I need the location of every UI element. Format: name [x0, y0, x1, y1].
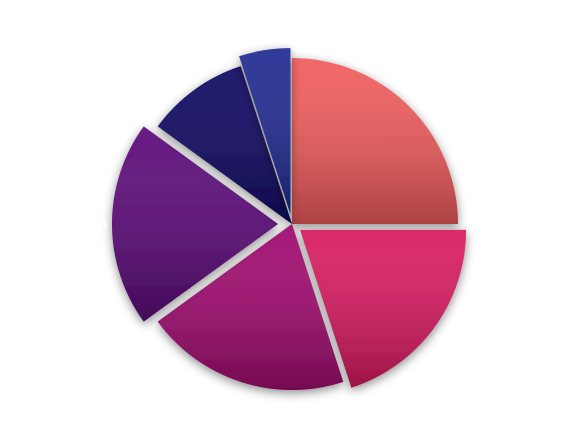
slice-shade	[239, 48, 291, 215]
data-label: 25 %	[408, 82, 442, 99]
data-label: 5 %	[248, 19, 274, 36]
slice-shade	[112, 126, 279, 322]
data-label: 20 %	[73, 215, 107, 232]
data-label: 20 %	[217, 394, 251, 411]
slice-group	[157, 224, 344, 391]
slice-shade	[300, 229, 467, 388]
slice-shade	[157, 66, 292, 224]
slice-group	[157, 66, 292, 224]
slice-group	[300, 229, 467, 388]
data-label: 10 %	[164, 63, 198, 80]
slice-shade	[157, 224, 344, 391]
data-label: 20 %	[435, 331, 469, 348]
slice-group	[112, 126, 279, 322]
slice-shade	[292, 58, 458, 224]
slice-group	[239, 48, 291, 215]
slice-group	[292, 58, 458, 224]
